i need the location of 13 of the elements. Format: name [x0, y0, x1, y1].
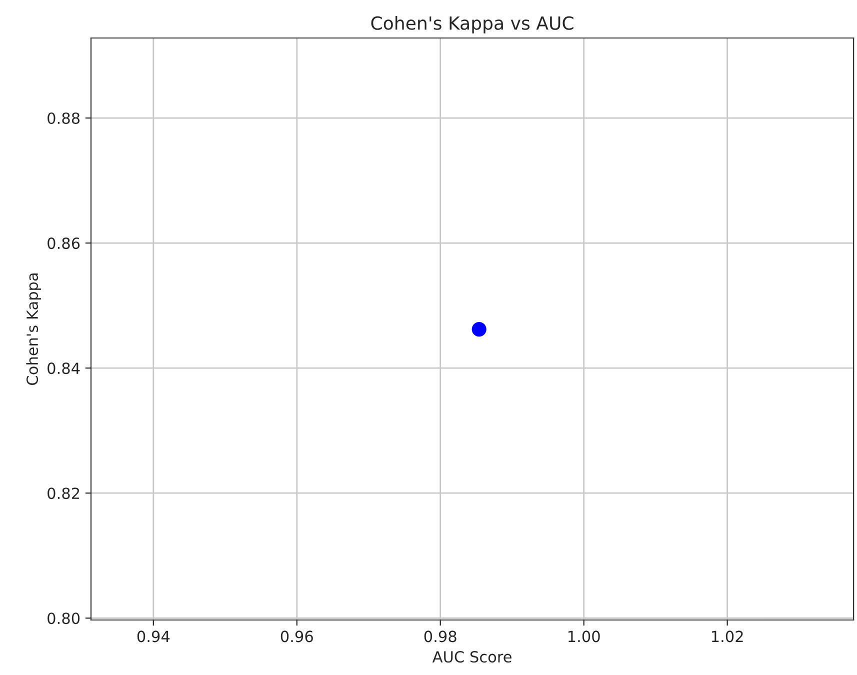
y-axis-title: Cohen's Kappa	[26, 274, 42, 385]
chart-title: Cohen's Kappa vs AUC	[371, 16, 574, 34]
x-tick-label: 0.96	[280, 630, 313, 642]
x-tick-label: 1.02	[712, 630, 743, 642]
y-tick-label: 0.84	[48, 362, 80, 374]
y-tick-label: 0.86	[48, 238, 80, 250]
y-tick-label: 0.88	[48, 112, 80, 124]
x-axis-title: AUC Score	[432, 651, 512, 663]
x-tick-label: 0.94	[137, 630, 170, 642]
y-tick-label: 0.80	[48, 612, 80, 624]
x-tick-label: 0.98	[424, 630, 456, 642]
y-tick-label: 0.82	[48, 488, 80, 500]
x-tick-label: 1.00	[568, 630, 600, 642]
